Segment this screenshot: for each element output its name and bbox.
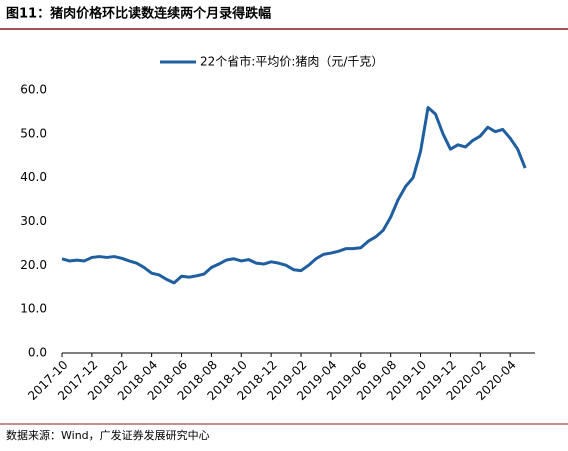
y-tick-label: 0.0 [28,346,47,360]
y-tick-label: 30.0 [20,214,47,228]
y-tick-label: 50.0 [20,126,47,140]
legend-label: 22个省市:平均价:猪肉（元/千克） [200,54,383,69]
chart-title: 图11：猪肉价格环比读数连续两个月录得跌幅 [6,6,271,22]
y-tick-label: 20.0 [20,258,47,272]
y-tick-label: 40.0 [20,170,47,184]
y-tick-label: 60.0 [20,83,47,97]
source: 数据来源：Wind，广发证券发展研究中心 [6,428,210,442]
y-tick-label: 10.0 [20,302,47,316]
series-line [61,106,527,285]
